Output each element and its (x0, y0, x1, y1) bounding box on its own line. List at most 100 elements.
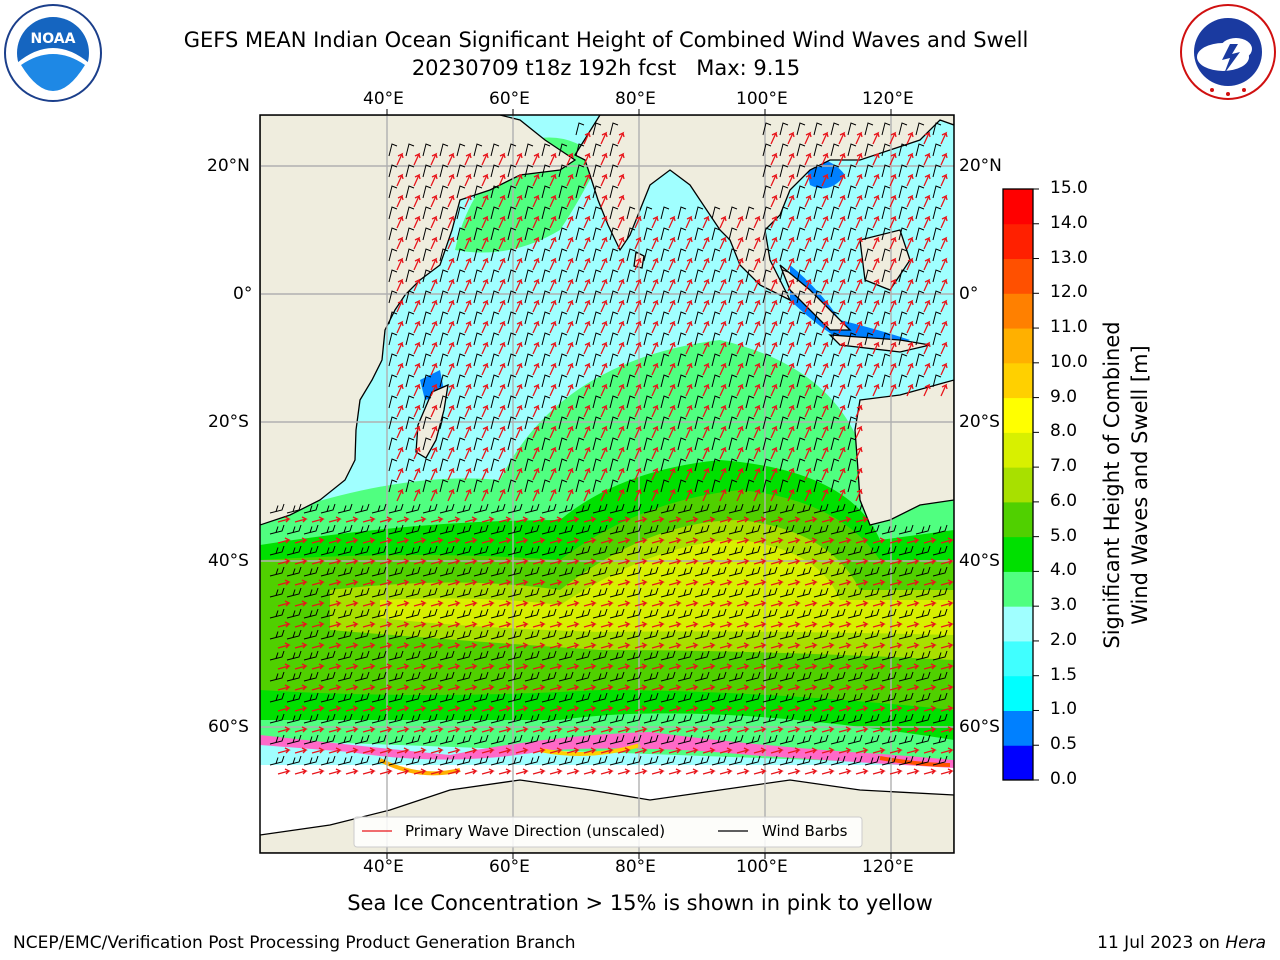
wave-direction-arrow (804, 152, 812, 166)
wave-direction-arrow (549, 425, 557, 439)
wave-direction-arrow (498, 684, 512, 691)
wave-direction-arrow (600, 383, 608, 397)
wind-barb (643, 269, 653, 283)
wave-direction-arrow (498, 320, 506, 334)
wave-direction-arrow (379, 642, 393, 649)
wind-barb (303, 671, 319, 682)
wind-barb (694, 206, 704, 220)
wind-barb (932, 353, 942, 367)
wave-direction-arrow (566, 236, 574, 250)
wave-direction-arrow (481, 768, 495, 775)
wave-direction-arrow (634, 362, 642, 376)
wind-barb (592, 122, 602, 136)
wind-barb (881, 290, 891, 304)
wave-direction-arrow (583, 152, 591, 166)
wind-barb (575, 671, 591, 682)
wind-barb (660, 587, 676, 598)
wind-barb (490, 164, 500, 178)
wind-barb (558, 545, 574, 556)
wind-barb (745, 290, 755, 304)
wind-barb (677, 692, 693, 703)
wind-barb (558, 395, 568, 409)
wave-direction-arrow (396, 663, 410, 670)
wind-barb (473, 353, 483, 367)
wave-direction-arrow (532, 257, 540, 271)
wave-direction-arrow (464, 537, 478, 544)
sea-ice (260, 732, 954, 768)
wave-direction-arrow (838, 446, 846, 460)
wave-direction-arrow (889, 726, 903, 733)
wave-direction-arrow (855, 467, 863, 481)
wind-barb (677, 206, 687, 220)
colorbar-tick-label: 11.0 (1050, 317, 1088, 338)
wind-barb (626, 524, 642, 535)
wave-direction-arrow (651, 747, 665, 754)
wind-barb (762, 185, 772, 199)
wind-barb (541, 479, 551, 493)
wind-barb (847, 713, 863, 724)
wave-direction-arrow (413, 425, 421, 439)
wave-direction-arrow (566, 558, 580, 565)
wave-direction-arrow (532, 642, 546, 649)
wave-direction-arrow (311, 768, 325, 775)
wave-direction-arrow (396, 684, 410, 691)
wave-direction-arrow (413, 684, 427, 691)
wave-direction-arrow (651, 341, 659, 355)
wind-barb (711, 503, 727, 514)
wave-direction-arrow (838, 642, 852, 649)
wind-barb (830, 206, 840, 220)
wave-direction-arrow (464, 320, 472, 334)
wind-barb (864, 185, 874, 199)
wave-direction-arrow (668, 404, 676, 418)
wind-barb (507, 734, 523, 745)
wave-direction-arrow (549, 173, 557, 187)
wind-barb (643, 650, 659, 661)
wave-direction-arrow (617, 194, 625, 208)
wave-direction-arrow (855, 579, 869, 586)
wind-barb (303, 503, 319, 514)
wind-barb (269, 755, 285, 766)
wind-barb (643, 587, 659, 598)
wave-direction-arrow (787, 726, 801, 733)
wind-barb (320, 650, 336, 661)
wave-direction-arrow (345, 726, 359, 733)
wind-barb (813, 755, 829, 766)
wave-direction-arrow (600, 425, 608, 439)
wave-direction-arrow (498, 467, 506, 481)
wind-barb (507, 185, 517, 199)
wind-barb (524, 713, 540, 724)
wind-barb (660, 545, 676, 556)
wind-barb (915, 524, 931, 535)
wave-direction-arrow (668, 299, 676, 313)
wind-barb (490, 143, 500, 157)
wave-direction-arrow (362, 705, 376, 712)
wind-barb (575, 290, 585, 304)
wave-direction-arrow (498, 579, 512, 586)
wind-barb (575, 437, 585, 451)
wave-direction-arrow (277, 747, 291, 754)
wave-direction-arrow (668, 705, 682, 712)
wave-direction-arrow (702, 320, 710, 334)
wind-barb (507, 227, 517, 241)
wind-barb (354, 503, 370, 514)
wave-direction-arrow (651, 768, 665, 775)
wind-barb (609, 545, 625, 556)
wave-direction-arrow (685, 467, 693, 481)
wave-direction-arrow (685, 579, 699, 586)
wave-direction-arrow (294, 558, 308, 565)
wave-direction-arrow (600, 236, 608, 250)
wind-barb (609, 332, 619, 346)
wave-direction-arrow (838, 600, 852, 607)
wave-direction-arrow (838, 299, 846, 313)
wave-direction-arrow (787, 152, 795, 166)
wind-barb (643, 206, 653, 220)
wave-direction-arrow (447, 257, 455, 271)
wind-barb (796, 524, 812, 535)
wind-barb (473, 587, 489, 598)
wave-direction-arrow (685, 747, 699, 754)
wind-barb (422, 524, 438, 535)
wind-barb (405, 332, 415, 346)
wave-direction-arrow (566, 537, 580, 544)
wind-barb (388, 290, 398, 304)
wave-direction-arrow (736, 299, 744, 313)
